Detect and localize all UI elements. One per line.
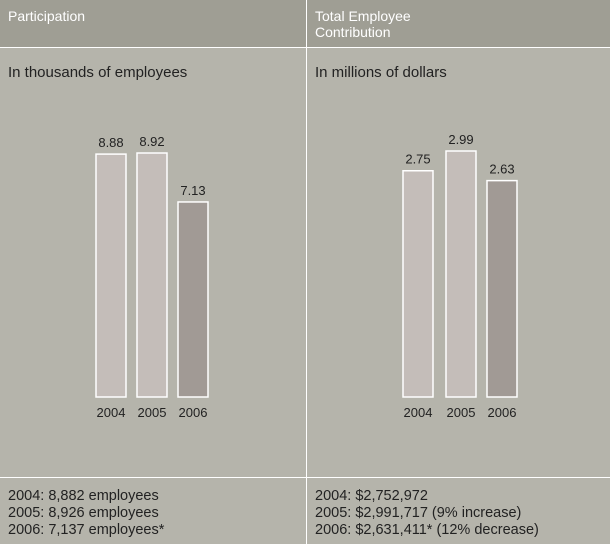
participation-footer-line: 2005: 8,926 employees <box>8 505 159 521</box>
participation-footer: 2004: 8,882 employees 2005: 8,926 employ… <box>0 477 306 544</box>
bar-2004 <box>402 169 434 398</box>
x-tick-label: 2005 <box>447 405 476 420</box>
bar-2004 <box>95 153 127 398</box>
contribution-title-line: Contribution <box>315 24 391 40</box>
contribution-footer-line: 2006: $2,631,411* (12% decrease) <box>315 522 539 538</box>
x-tick-label: 2004 <box>404 405 433 420</box>
participation-chart: 8.88 2004 8.92 2005 7.13 2006 <box>95 134 209 420</box>
x-tick-label: 2006 <box>179 405 208 420</box>
participation-title: Participation <box>8 8 86 24</box>
contribution-panel: Total Employee Contribution In millions … <box>306 0 610 544</box>
data-label: 8.88 <box>98 135 123 150</box>
contribution-footer-line: 2005: $2,991,717 (9% increase) <box>315 505 522 521</box>
participation-footer-line: 2004: 8,882 employees <box>8 488 159 504</box>
contribution-subtitle: In millions of dollars <box>315 64 447 81</box>
contribution-title-line: Total Employee <box>315 8 411 24</box>
contribution-footer: 2004: $2,752,972 2005: $2,991,717 (9% in… <box>307 477 610 544</box>
participation-subtitle: In thousands of employees <box>8 64 188 81</box>
x-tick-label: 2004 <box>97 405 126 420</box>
bar-2005 <box>445 150 477 398</box>
data-label: 2.99 <box>448 132 473 147</box>
bar-2005 <box>136 152 168 398</box>
data-label: 7.13 <box>180 183 205 198</box>
participation-footer-line: 2006: 7,137 employees* <box>8 522 165 538</box>
contribution-chart: 2.75 2004 2.99 2005 2.63 2006 <box>402 132 518 420</box>
participation-header: Participation <box>0 0 306 48</box>
x-tick-label: 2006 <box>488 405 517 420</box>
contribution-title: Total Employee Contribution <box>315 8 602 40</box>
contribution-footer-line: 2004: $2,752,972 <box>315 488 428 504</box>
bar-2006 <box>177 201 209 398</box>
data-label: 8.92 <box>139 134 164 149</box>
x-tick-label: 2005 <box>138 405 167 420</box>
bar-2006 <box>486 179 518 398</box>
data-label: 2.63 <box>489 162 514 177</box>
participation-panel: Participation In thousands of employees … <box>0 0 306 544</box>
data-label: 2.75 <box>405 152 430 167</box>
contribution-header: Total Employee Contribution <box>307 0 610 48</box>
